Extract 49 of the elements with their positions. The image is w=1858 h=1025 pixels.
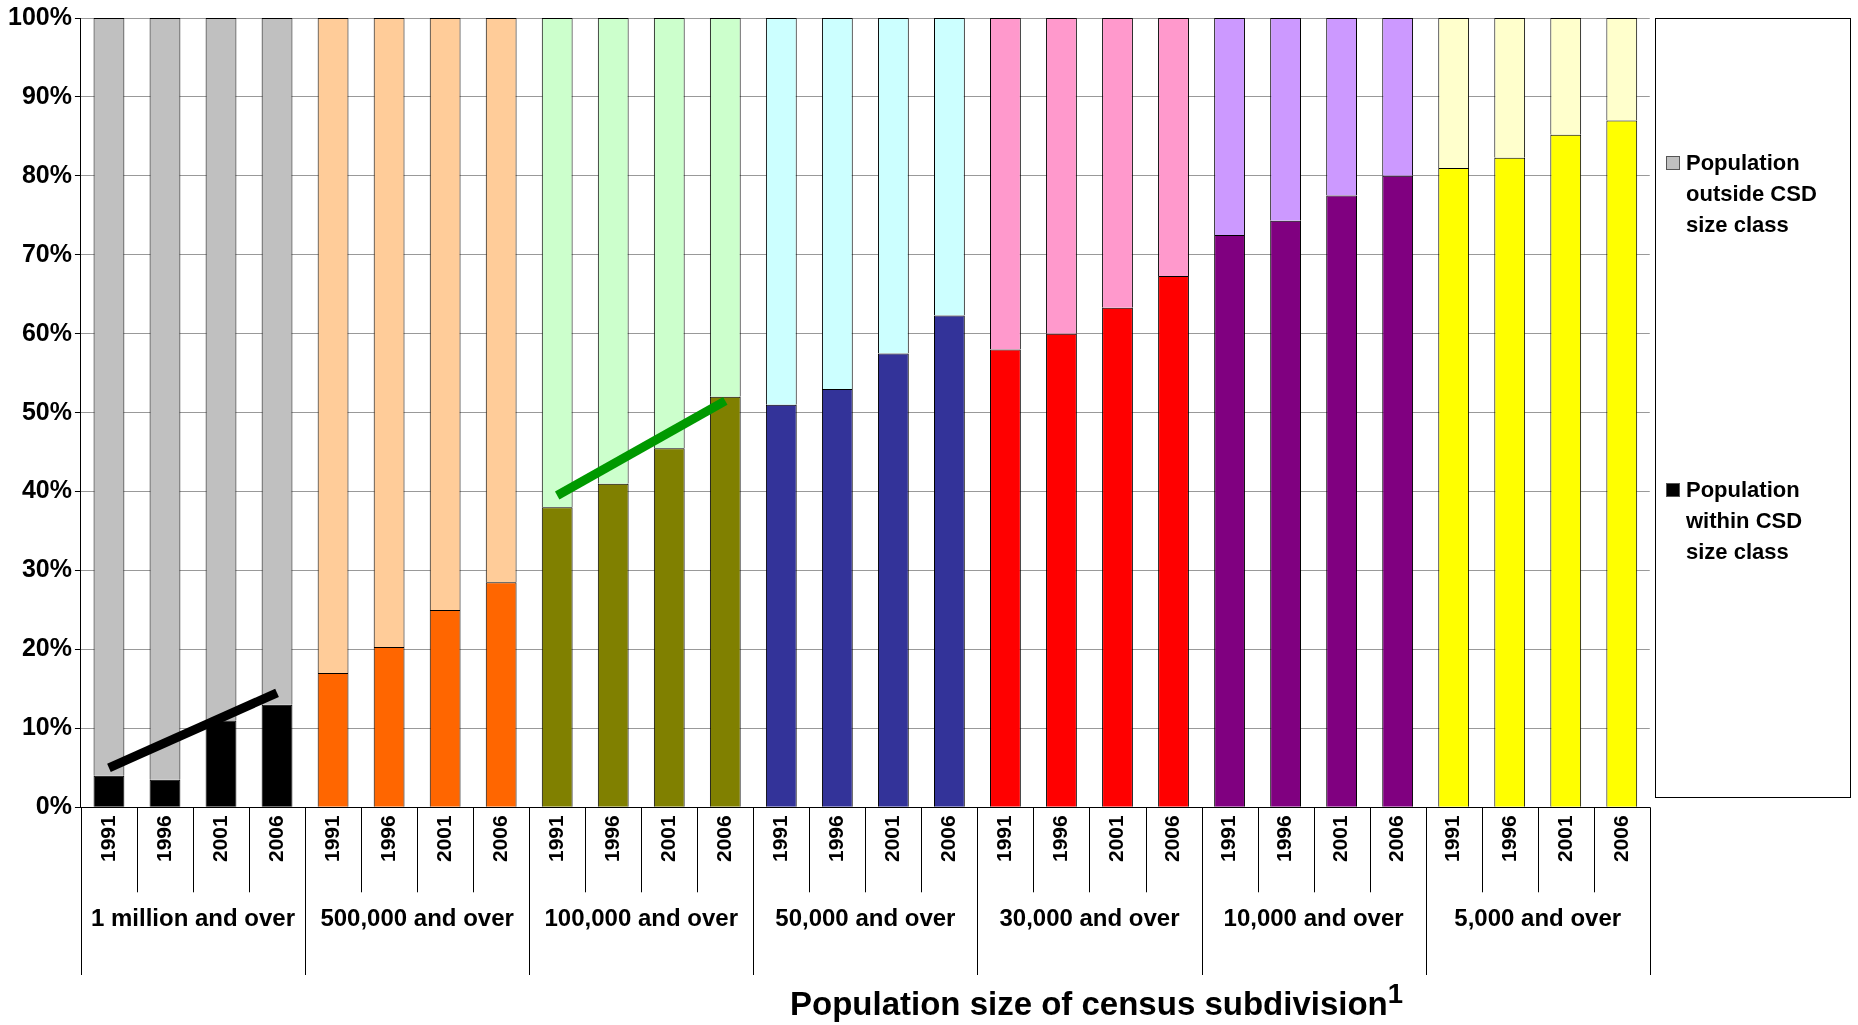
y-tick-label: 10%	[21, 712, 72, 741]
x-tick-label: 2001	[1328, 814, 1352, 862]
text: 5,000 and over	[1454, 903, 1622, 931]
x-tick-label: 2001	[1552, 814, 1576, 862]
x-tick-label: 1996	[824, 815, 848, 862]
x-tick-label: 1991	[1216, 814, 1240, 862]
text: 50,000 and over	[775, 903, 956, 931]
x-tick-label: 1991	[1440, 814, 1464, 862]
text: 500,000 and over	[320, 903, 514, 931]
x-tick-label: 2006	[1384, 815, 1408, 862]
text: 10,000 and over	[1223, 903, 1404, 931]
x-tick-label: 2001	[656, 814, 680, 862]
y-tick-label: 40%	[21, 475, 72, 504]
x-tick-label: 1991	[543, 814, 567, 862]
x-tick-label: 2006	[936, 815, 960, 862]
x-tick-label: 2006	[1608, 815, 1632, 862]
y-tick-label: 50%	[21, 396, 72, 425]
x-tick-label: 2006	[263, 815, 287, 862]
x-tick-label: 1996	[1496, 815, 1520, 862]
x-tick-label: 1991	[319, 814, 343, 862]
text: 30,000 and over	[999, 903, 1180, 931]
x-axis-title: Population size of census subdivision$^{1}$	[790, 978, 1404, 1023]
text: 100,000 and over	[544, 903, 738, 931]
x-tick-label: 2006	[487, 815, 511, 862]
y-tick-label: 100%	[7, 1, 72, 30]
x-tick-label: 2001	[431, 814, 455, 862]
x-tick-label: 1996	[375, 815, 399, 862]
x-tick-label: 1996	[600, 815, 624, 862]
x-tick-label: 2001	[1104, 814, 1128, 862]
y-tick-label: 0%	[35, 791, 72, 820]
y-tick-label: 70%	[21, 238, 72, 267]
y-tick-label: 90%	[21, 80, 72, 109]
x-tick-label: 1996	[1048, 815, 1072, 862]
x-tick-label: 1991	[992, 814, 1016, 862]
y-tick-label: 80%	[21, 159, 72, 188]
y-tick-label: 30%	[21, 554, 72, 583]
y-tick-label: 20%	[21, 633, 72, 662]
x-tick-label: 2001	[880, 814, 904, 862]
x-tick-label: 2006	[1160, 815, 1184, 862]
x-tick-label: 1996	[1272, 815, 1296, 862]
x-tick-label: 1991	[768, 814, 792, 862]
x-tick-label: 1991	[95, 814, 119, 862]
text: 1 million and over	[90, 903, 296, 931]
x-tick-label: 2006	[712, 815, 736, 862]
y-tick-label: 60%	[21, 317, 72, 346]
x-tick-label: 1996	[151, 815, 175, 862]
x-tick-label: 2001	[207, 814, 231, 862]
legend-label: Population within CSD size class	[1686, 476, 1804, 566]
legend-label: Population outside CSD size class	[1686, 149, 1818, 239]
